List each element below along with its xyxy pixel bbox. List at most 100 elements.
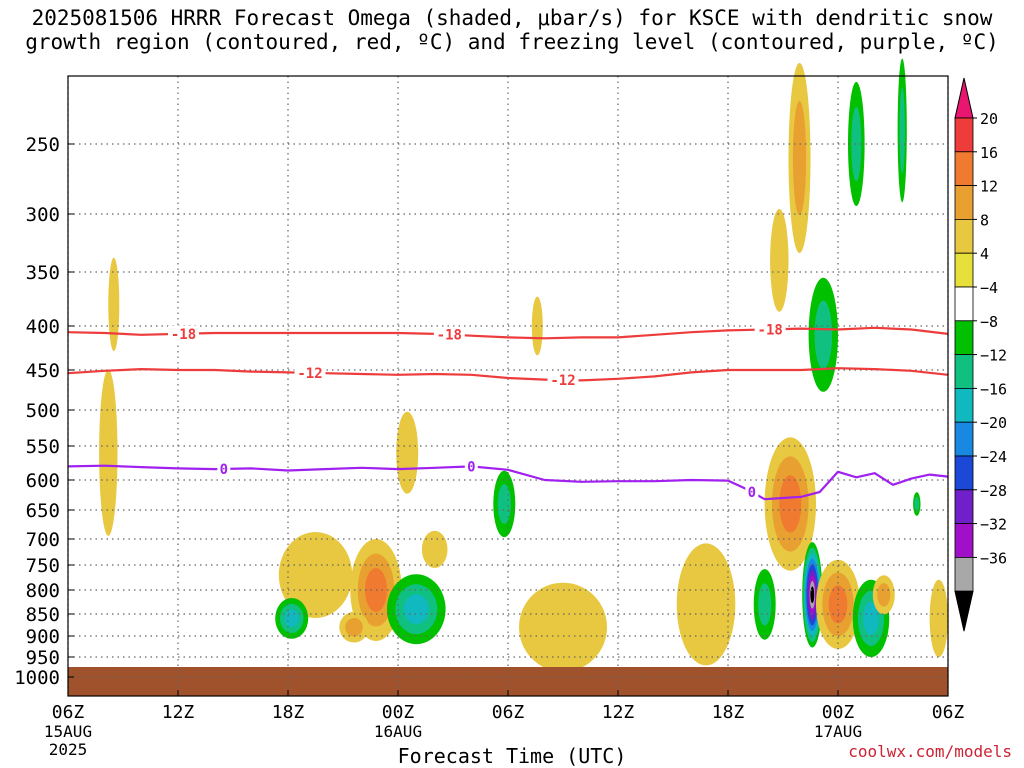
y-tick-label: 800 (26, 580, 60, 602)
x-tick-date: 16AUG (374, 722, 422, 741)
omega-cell (914, 496, 919, 512)
omega-cell (108, 257, 120, 352)
omega-cell (770, 209, 789, 312)
contour-label-bg (547, 372, 579, 388)
omega-cell (758, 583, 772, 626)
y-tick-label: 750 (26, 555, 60, 577)
omega-cell (877, 583, 891, 607)
y-axis-ticks: 2503003504004505005506006507007508008509… (14, 134, 74, 689)
colorbar-swatch (954, 185, 974, 220)
contour-line (67, 464, 949, 501)
contour-label: -12 (550, 373, 575, 389)
omega-cell (863, 601, 879, 636)
colorbar-swatch (954, 286, 974, 322)
contour-label: -18 (437, 328, 462, 344)
y-tick-label: 700 (26, 529, 60, 551)
y-tick-label: 1000 (14, 667, 60, 689)
x-tick-label: 18Z (272, 702, 305, 723)
x-tick-label: 12Z (162, 702, 195, 723)
omega-cell (519, 582, 607, 672)
omega-cell (899, 87, 905, 174)
contour-line (67, 326, 949, 340)
y-tick-label: 550 (26, 436, 60, 458)
colorbar-swatch (954, 218, 974, 254)
omega-cell (278, 532, 353, 618)
chart-title: 2025081506 HRRR Forecast Omega (shaded, … (0, 6, 1024, 54)
y-tick-label: 450 (26, 360, 60, 382)
colorbar-swatch (954, 489, 974, 524)
colorbar: 20 16 12 8 4 −4 −8 −12 −16 −20 −24 −28 −32 −36 (954, 77, 1007, 632)
colorbar-label: −16 (980, 380, 1007, 398)
colorbar-swatch (954, 252, 974, 288)
contour-label-bg (745, 484, 759, 501)
colorbar-swatch (954, 421, 974, 457)
omega-cell (531, 296, 543, 356)
x-tick-label: 18Z (712, 702, 745, 723)
colorbar-swatch (954, 117, 974, 153)
contour-label-bg (217, 460, 231, 477)
x-tick-label: 00Z (382, 702, 415, 723)
colorbar-top-arrow (954, 77, 974, 119)
contour-label-bg (294, 364, 326, 381)
omega-cell (779, 475, 802, 533)
y-tick-label: 950 (26, 647, 60, 669)
omega-cell (421, 530, 448, 569)
contour-label-bg (754, 321, 786, 338)
y-tick-label: 600 (26, 470, 60, 492)
colorbar-swatch (954, 557, 974, 592)
omega-cell (814, 300, 833, 369)
y-tick-label: 250 (26, 134, 60, 156)
contour-lines: -18 -18 -18 -12 -12 0 0 0 (67, 321, 949, 501)
omega-cell (403, 594, 429, 625)
colorbar-label: 12 (980, 178, 998, 196)
colorbar-label: −12 (980, 347, 1007, 365)
x-axis-label: Forecast Time (UTC) (397, 744, 627, 768)
y-tick-label: 400 (26, 316, 60, 338)
colorbar-label: −28 (980, 482, 1007, 500)
contour-label-bg (464, 458, 478, 475)
colorbar-label: −24 (980, 448, 1007, 466)
title-line-1: 2025081506 HRRR Forecast Omega (shaded, … (31, 6, 993, 30)
x-tick-label: 06Z (52, 702, 85, 723)
contour-label: -18 (758, 322, 783, 338)
contour-label: 0 (748, 485, 756, 501)
omega-cell (929, 579, 948, 658)
colorbar-label: 8 (980, 211, 989, 229)
contour-label: 0 (220, 462, 228, 478)
omega-cell (396, 411, 419, 494)
contour-label: -12 (297, 366, 322, 382)
omega-cell (345, 618, 363, 637)
contour-label: 0 (467, 459, 475, 475)
colorbar-swatch (954, 151, 974, 187)
omega-cell (676, 543, 736, 666)
y-tick-label: 500 (26, 400, 60, 422)
omega-cell (810, 586, 815, 604)
colorbar-swatch (954, 320, 974, 355)
contour-line (67, 367, 949, 382)
omega-cell (284, 609, 299, 628)
credit-text: coolwx.com/models (848, 742, 1012, 761)
colorbar-label: 20 (980, 110, 998, 128)
x-tick-date: 15AUG (44, 722, 92, 741)
contour-label-bg (433, 326, 465, 343)
omega-cell (497, 484, 511, 524)
x-tick-year: 2025 (49, 740, 88, 759)
colorbar-label: −36 (980, 549, 1007, 567)
colorbar-label: −20 (980, 414, 1007, 432)
x-tick-label: 00Z (822, 702, 855, 723)
x-tick-label: 12Z (602, 702, 635, 723)
colorbar-swatch (954, 354, 974, 389)
colorbar-swatch (954, 455, 974, 491)
colorbar-swatch (954, 523, 974, 558)
colorbar-label: 4 (980, 245, 989, 263)
omega-cell (851, 106, 862, 182)
colorbar-bottom-arrow (954, 590, 974, 632)
title-line-2: growth region (contoured, red, ºC) and f… (25, 30, 999, 54)
omega-cell (792, 100, 807, 216)
contour-label-bg (168, 325, 199, 342)
contour-label: -18 (171, 327, 196, 343)
colorbar-label: −32 (980, 516, 1007, 534)
colorbar-swatch (954, 387, 974, 423)
